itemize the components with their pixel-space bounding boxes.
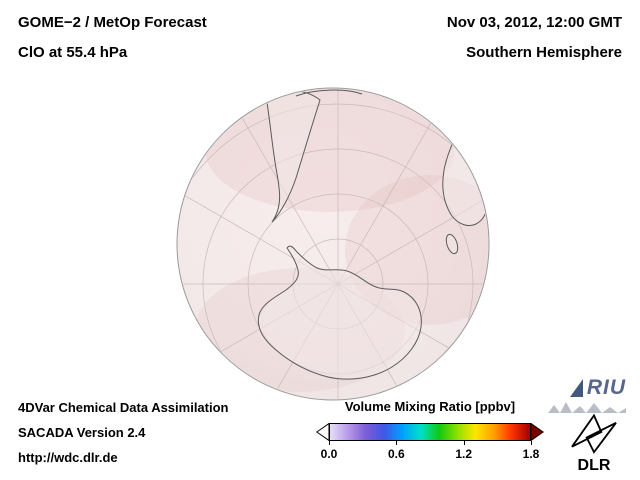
north-coast-arc (295, 89, 363, 97)
colorbar-right-arrow (531, 423, 544, 441)
url-label: http://wdc.dlr.de (18, 450, 118, 465)
colorbar: Volume Mixing Ratio [ppbv] 0.0 0.6 1.2 1… (316, 399, 544, 461)
version-label: SACADA Version 2.4 (18, 425, 146, 440)
colorbar-row (316, 423, 544, 441)
hemisphere-label: Southern Hemisphere (466, 44, 622, 61)
footer: 4DVar Chemical Data Assimilation SACADA … (18, 400, 229, 475)
riu-logo: RIU (548, 376, 626, 419)
south-america-coastline (265, 90, 321, 223)
header-left: GOME−2 / MetOp Forecast ClO at 55.4 hPa (18, 14, 207, 62)
dlr-logo: DLR (562, 410, 626, 475)
antarctica-coastline (257, 245, 422, 380)
species-title: ClO at 55.4 hPa (18, 44, 128, 61)
colorbar-tick-3: 1.8 (522, 447, 540, 461)
colorbar-gradient (329, 423, 531, 441)
colorbar-tick-0: 0.0 (320, 447, 338, 461)
riu-logo-text: RIU (586, 376, 626, 399)
colorbar-right-arrow-icon (531, 423, 544, 441)
colorbar-tick-2: 1.2 (455, 447, 473, 461)
colorbar-left-arrow-icon (316, 423, 329, 441)
colorbar-tickmarks (329, 441, 532, 446)
riu-logo-row: RIU (548, 376, 626, 400)
colorbar-tick-1: 0.6 (387, 447, 405, 461)
colorbar-left-arrow (316, 423, 329, 441)
colorbar-labels: 0.0 0.6 1.2 1.8 (321, 446, 540, 461)
dlr-emblem-icon (571, 413, 617, 454)
colorbar-title: Volume Mixing Ratio [ppbv] (344, 399, 516, 414)
product-title: GOME−2 / MetOp Forecast (18, 14, 207, 31)
madagascar-coastline (445, 233, 459, 255)
datetime-label: Nov 03, 2012, 12:00 GMT (446, 14, 622, 31)
africa-coastline (442, 111, 488, 227)
dlr-logo-text: DLR (577, 457, 611, 474)
header-right: Nov 03, 2012, 12:00 GMT Southern Hemisph… (447, 14, 622, 62)
assimilation-label: 4DVar Chemical Data Assimilation (18, 400, 229, 415)
riu-triangle-icon (569, 378, 583, 397)
riu-skyline-icon (548, 402, 626, 413)
